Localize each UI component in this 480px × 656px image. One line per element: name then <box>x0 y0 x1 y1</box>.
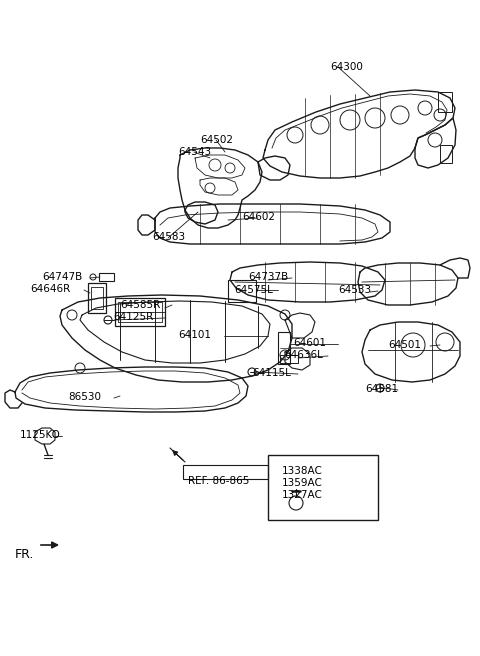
Text: 64115L: 64115L <box>252 368 291 378</box>
Text: 64101: 64101 <box>178 330 211 340</box>
Text: 1125KO: 1125KO <box>20 430 61 440</box>
Bar <box>99 273 114 281</box>
Text: 1327AC: 1327AC <box>282 490 323 500</box>
Bar <box>91 287 103 309</box>
Bar <box>438 92 452 112</box>
Bar <box>280 355 298 363</box>
Text: 64602: 64602 <box>242 212 275 222</box>
Text: 64636L: 64636L <box>284 350 323 360</box>
Text: 64646R: 64646R <box>30 284 70 294</box>
Text: 64125R: 64125R <box>113 312 153 322</box>
Bar <box>118 302 162 322</box>
Text: 64581: 64581 <box>365 384 398 394</box>
Bar <box>268 455 378 520</box>
Bar <box>278 332 290 364</box>
Text: 86530: 86530 <box>68 392 101 402</box>
Text: 1338AC: 1338AC <box>282 466 323 476</box>
Text: FR.: FR. <box>15 548 35 561</box>
Bar <box>88 283 106 313</box>
Text: 64501: 64501 <box>388 340 421 350</box>
Text: 64601: 64601 <box>293 338 326 348</box>
Text: 64737B: 64737B <box>248 272 288 282</box>
Text: REF. 86-865: REF. 86-865 <box>188 476 250 486</box>
Bar <box>183 465 268 479</box>
Bar <box>115 298 165 326</box>
Text: 64533: 64533 <box>338 285 371 295</box>
Text: 1359AC: 1359AC <box>282 478 323 488</box>
Text: 64300: 64300 <box>330 62 363 72</box>
Bar <box>228 280 256 302</box>
Text: 64585R: 64585R <box>120 300 160 310</box>
Bar <box>440 145 452 163</box>
Text: 64575L: 64575L <box>234 285 273 295</box>
Text: 64583: 64583 <box>152 232 185 242</box>
Text: 64543: 64543 <box>178 147 211 157</box>
Text: 64747B: 64747B <box>42 272 82 282</box>
Text: 64502: 64502 <box>200 135 233 145</box>
